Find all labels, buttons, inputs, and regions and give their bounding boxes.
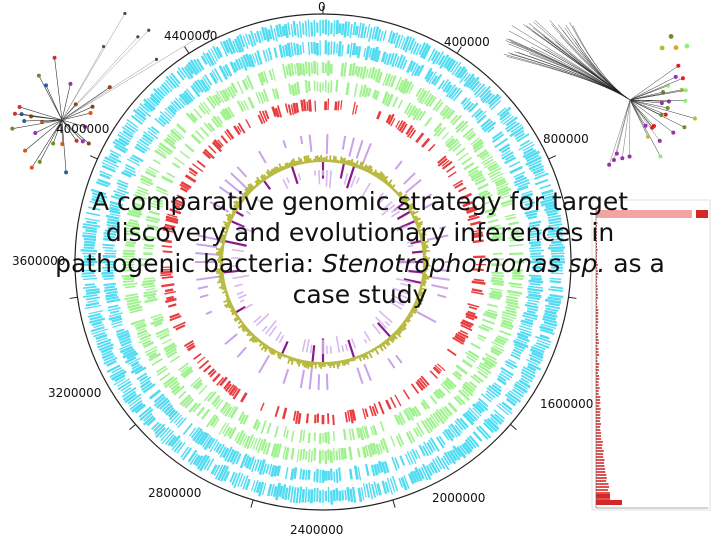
ring-cds-class-a bbox=[121, 60, 525, 464]
genome-coordinate-labels: 0 400000 800000 1600000 2000000 2400000 … bbox=[12, 0, 593, 537]
right-phylogenetic-tree bbox=[503, 20, 697, 167]
ring-rna-genes bbox=[160, 98, 487, 426]
title-line-3-start: pathogenic bacteria: bbox=[55, 249, 323, 278]
coord-label-1600000: 1600000 bbox=[540, 397, 593, 411]
scale-tick bbox=[184, 46, 190, 54]
gc-skew-track bbox=[195, 134, 451, 390]
scale-tick bbox=[69, 296, 78, 299]
scale-tick bbox=[89, 155, 98, 160]
title-line-1: A comparative genomic strategy for targe… bbox=[91, 187, 629, 216]
gc-content-track bbox=[215, 154, 431, 370]
title-line-2: discovery and evolutionary inferences in bbox=[105, 218, 615, 247]
scale-tick bbox=[548, 155, 557, 160]
slide-title: A comparative genomic strategy for targe… bbox=[40, 186, 680, 310]
coord-label-2400000: 2400000 bbox=[290, 523, 343, 537]
scale-tick bbox=[392, 499, 396, 508]
coord-label-2800000: 2800000 bbox=[148, 486, 201, 500]
scale-tick bbox=[568, 296, 577, 299]
ring-cds-class-b bbox=[140, 79, 505, 445]
coord-label-0: 0 bbox=[318, 0, 326, 14]
title-line-3-end: as a bbox=[605, 249, 665, 278]
coord-label-4000000: 4000000 bbox=[56, 122, 109, 136]
title-line-3: pathogenic bacteria: Stenotrophomonas sp… bbox=[40, 248, 680, 279]
coord-label-4400000: 4400000 bbox=[164, 29, 217, 43]
scale-tick bbox=[510, 424, 517, 431]
coord-label-3600000: 3600000 bbox=[12, 254, 65, 268]
scale-tick bbox=[456, 46, 462, 54]
circular-genome-map bbox=[69, 6, 577, 511]
left-phylogenetic-tree bbox=[10, 11, 211, 175]
coord-label-800000: 800000 bbox=[543, 132, 589, 146]
title-line-4: case study bbox=[292, 280, 428, 309]
histogram-panel bbox=[591, 199, 711, 511]
ring-cds-forward bbox=[80, 19, 566, 505]
inner-skew-track bbox=[231, 170, 415, 354]
scale-tick bbox=[129, 424, 136, 431]
coord-label-3200000: 3200000 bbox=[48, 386, 101, 400]
scale-tick bbox=[250, 499, 254, 508]
title-species-name: Stenotrophomonas sp. bbox=[322, 249, 606, 278]
ring-cds-reverse bbox=[101, 40, 545, 484]
coord-label-2000000: 2000000 bbox=[432, 491, 485, 505]
coord-label-400000: 400000 bbox=[444, 35, 490, 49]
